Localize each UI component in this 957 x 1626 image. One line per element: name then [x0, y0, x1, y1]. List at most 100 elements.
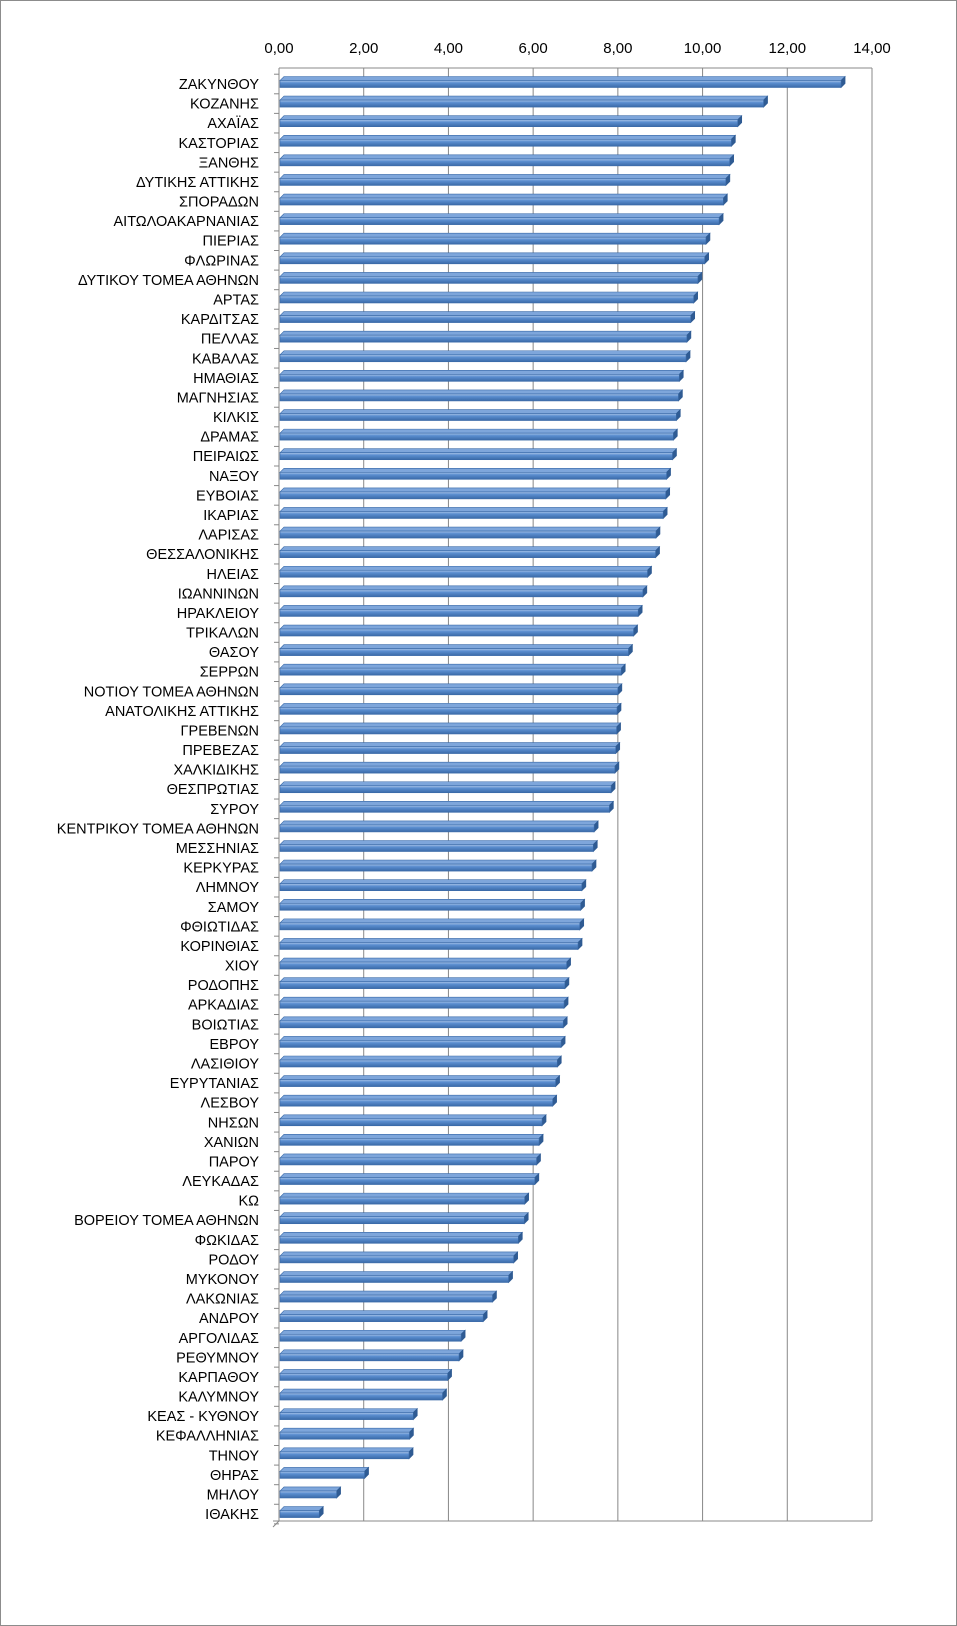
- bar: [279, 134, 737, 147]
- bar: [279, 545, 661, 559]
- bar: [279, 761, 620, 774]
- bar: [279, 1153, 542, 1166]
- category-label: ΗΜΑΘΙΑΣ: [193, 371, 259, 387]
- category-label: ΗΛΕΙΑΣ: [207, 567, 260, 583]
- bar: [279, 1407, 418, 1421]
- category-label: ΚΑΒΑΛΑΣ: [192, 351, 259, 367]
- category-label: ΧΙΟΥ: [225, 959, 260, 975]
- bar: [279, 1505, 324, 1519]
- bar: [279, 232, 711, 245]
- bar: [279, 1172, 540, 1186]
- category-label: ΔΥΤΙΚΟΥ ΤΟΜΕΑ ΑΘΗΝΩΝ: [78, 273, 259, 289]
- bar: [279, 1035, 566, 1049]
- category-label: ΛΗΜΝΟΥ: [196, 880, 260, 896]
- bar: [279, 114, 743, 128]
- category-label: ΘΑΣΟΥ: [209, 645, 259, 661]
- category-label: ΚΟΡΙΝΘΙΑΣ: [180, 939, 259, 955]
- category-label: ΘΕΣΣΑΛΟΝΙΚΗΣ: [146, 547, 259, 563]
- category-label: ΛΕΥΚΑΔΑΣ: [182, 1174, 259, 1190]
- bar: [279, 291, 699, 304]
- category-label: ΒΟΙΩΤΙΑΣ: [192, 1017, 259, 1033]
- category-label: ΧΑΛΚΙΔΙΚΗΣ: [173, 763, 259, 779]
- bar: [279, 918, 585, 931]
- bar: [279, 75, 846, 89]
- category-label: ΡΕΘΥΜΝΟΥ: [176, 1350, 259, 1366]
- bar: [279, 898, 586, 912]
- category-label: ΘΕΣΠΡΩΤΙΑΣ: [167, 782, 259, 798]
- category-label: ΞΑΝΘΗΣ: [199, 155, 259, 171]
- category-label: ΑΙΤΩΛΟΑΚΑΡΝΑΝΙΑΣ: [114, 214, 260, 230]
- category-label: ΑΡΓΟΛΙΔΑΣ: [179, 1331, 259, 1347]
- bar: [279, 820, 599, 833]
- category-label: ΠΡΕΒΕΖΑΣ: [182, 743, 259, 759]
- category-label: ΣΥΡΟΥ: [210, 802, 259, 818]
- bar: [279, 1192, 530, 1205]
- bar: [279, 330, 692, 343]
- bar: [279, 976, 570, 990]
- category-label: ΦΛΩΡΙΝΑΣ: [184, 253, 259, 269]
- category-label: ΒΟΡΕΙΟΥ ΤΟΜΕΑ ΑΘΗΝΩΝ: [74, 1213, 259, 1229]
- x-tick-label: 4,00: [434, 40, 463, 57]
- category-label: ΖΑΚΥΝΘΟΥ: [179, 77, 259, 93]
- category-label: ΝΟΤΙΟΥ ΤΟΜΕΑ ΑΘΗΝΩΝ: [84, 684, 259, 700]
- bar: [279, 1388, 448, 1401]
- bar: [279, 1211, 529, 1225]
- bar: [279, 95, 769, 108]
- category-label: ΚΕΝΤΡΙΚΟΥ ΤΟΜΕΑ ΑΘΗΝΩΝ: [57, 821, 259, 837]
- x-tick-label: 2,00: [349, 40, 378, 57]
- bar: [279, 957, 572, 970]
- bar: [279, 1251, 519, 1264]
- category-label: ΛΑΣΙΘΙΟΥ: [191, 1057, 259, 1073]
- bar: [279, 428, 679, 441]
- category-label: ΚΙΛΚΙΣ: [213, 410, 259, 426]
- category-label: ΡΟΔΟΥ: [208, 1252, 259, 1268]
- category-label: ΦΩΚΙΔΑΣ: [195, 1233, 259, 1249]
- category-label: ΚΑΡΔΙΤΣΑΣ: [181, 312, 259, 328]
- bar: [279, 1329, 466, 1342]
- x-tick-label: 6,00: [519, 40, 548, 57]
- bar: [279, 369, 684, 383]
- bar: [279, 1074, 561, 1088]
- bar: [279, 1016, 568, 1029]
- bar: [279, 1133, 544, 1147]
- bar: [279, 604, 643, 618]
- bar: [279, 741, 621, 755]
- bar: [279, 1055, 563, 1068]
- x-tick-label: 8,00: [603, 40, 632, 57]
- category-label: ΚΑΣΤΟΡΙΑΣ: [178, 136, 259, 152]
- category-label: ΑΝΔΡΟΥ: [199, 1311, 259, 1327]
- category-label: ΜΥΚΟΝΟΥ: [186, 1272, 260, 1288]
- category-label: ΙΩΑΝΝΙΝΩΝ: [178, 586, 259, 602]
- category-label: ΠΙΕΡΙΑΣ: [202, 234, 259, 250]
- category-label: ΑΡΤΑΣ: [213, 292, 259, 308]
- category-label: ΕΒΡΟΥ: [210, 1037, 260, 1053]
- bar: [279, 702, 622, 716]
- bar: [279, 506, 668, 520]
- category-label: ΚΩ: [238, 1194, 259, 1210]
- bar: [279, 937, 583, 951]
- bar: [279, 1094, 558, 1107]
- category-label: ΜΕΣΣΗΝΙΑΣ: [176, 841, 259, 857]
- category-label: ΔΥΤΙΚΗΣ ΑΤΤΙΚΗΣ: [136, 175, 259, 191]
- bar: [279, 1447, 414, 1460]
- bar: [279, 212, 724, 226]
- category-label: ΑΡΚΑΔΙΑΣ: [188, 998, 259, 1014]
- category-label: ΓΡΕΒΕΝΩΝ: [181, 723, 259, 739]
- bar: [279, 683, 623, 696]
- bar: [279, 565, 653, 578]
- category-label: ΔΡΑΜΑΣ: [200, 430, 259, 446]
- bar: [279, 154, 735, 167]
- bar: [279, 487, 671, 500]
- bar: [279, 447, 678, 461]
- category-label: ΝΑΞΟΥ: [209, 469, 259, 485]
- category-axis: ΖΑΚΥΝΘΟΥ ΚΟΖΑΝΗΣ ΑΧΑΪΑΣ ΚΑΣΤΟΡΙΑΣ ΞΑΝΘΗΣ ΔΥΤΙ…: [57, 77, 260, 1523]
- category-label: ΑΝΑΤΟΛΙΚΗΣ ΑΤΤΙΚΗΣ: [105, 704, 259, 720]
- bar: [279, 781, 616, 794]
- bar: [279, 1309, 488, 1323]
- category-label: ΚΑΡΠΑΘΟΥ: [178, 1370, 259, 1386]
- bar: [279, 1349, 464, 1362]
- category-label: ΚΟΖΑΝΗΣ: [190, 97, 259, 113]
- bar: [279, 526, 661, 539]
- bar: [279, 389, 684, 402]
